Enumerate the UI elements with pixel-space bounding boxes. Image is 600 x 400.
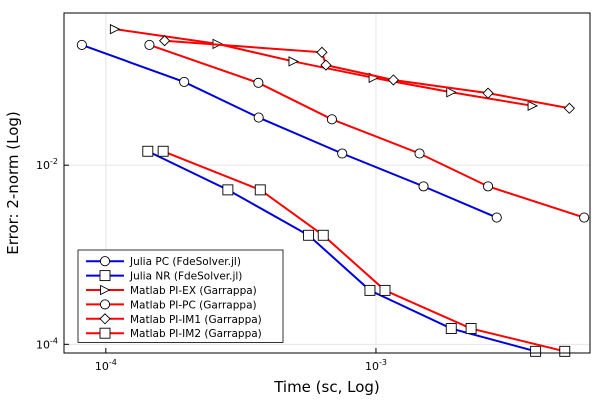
- data-point: [579, 212, 590, 223]
- data-point: [379, 284, 391, 296]
- legend-label: Matlab PI-EX (Garrappa): [130, 285, 257, 297]
- data-point: [253, 112, 264, 123]
- data-point: [446, 87, 457, 98]
- series-line: [81, 43, 498, 219]
- legend-box: [77, 249, 284, 343]
- data-point: [179, 76, 190, 87]
- series-1: [76, 39, 502, 223]
- legend-item: Julia NR (FdeSolver.jl): [86, 270, 242, 283]
- data-point: [253, 77, 264, 88]
- data-point: [317, 229, 329, 241]
- y-axis-title: Error: 2-norm (Log): [4, 111, 22, 255]
- data-point: [76, 39, 87, 50]
- data-point: [527, 100, 539, 112]
- data-point: [414, 148, 425, 159]
- series-2: [142, 145, 542, 357]
- data-point: [559, 345, 571, 357]
- legend-label: Julia NR (FdeSolver.jl): [129, 271, 242, 283]
- series-line: [164, 39, 570, 110]
- legend-item: Matlab PI-PC (Garrappa): [86, 299, 257, 311]
- data-point: [364, 284, 376, 296]
- data-point: [109, 23, 121, 35]
- y-tick-label: 10-4: [36, 336, 58, 351]
- x-axis-title: Time (sc, Log): [273, 378, 380, 396]
- data-point: [316, 46, 328, 58]
- series-6: [157, 145, 571, 357]
- legend-marker: [99, 256, 111, 267]
- data-point: [142, 145, 154, 157]
- series-line: [147, 150, 536, 353]
- data-point: [482, 87, 494, 99]
- legend-item: Matlab PI-EX (Garrappa): [86, 284, 257, 297]
- legend-label: Julia PC (FdeSolver.jl): [129, 256, 241, 268]
- x-tick-label: 10-3: [365, 358, 387, 373]
- data-point: [254, 184, 266, 196]
- data-point: [303, 229, 315, 241]
- data-point: [491, 212, 502, 223]
- legend-marker: [99, 313, 111, 325]
- data-point: [530, 345, 542, 357]
- data-point: [158, 35, 171, 47]
- series-5: [158, 35, 576, 114]
- data-point: [326, 114, 337, 125]
- data-point: [320, 59, 332, 71]
- data-point: [563, 102, 576, 114]
- legend-item: Matlab PI-IM2 (Garrappa): [86, 327, 262, 340]
- series-line: [149, 43, 585, 219]
- data-point: [387, 74, 400, 86]
- legend-marker: [100, 284, 111, 296]
- legend-marker: [99, 270, 111, 282]
- data-point: [337, 148, 348, 159]
- axis-ticks: 10-4 10-3 10-4 10-2: [36, 157, 387, 373]
- legend-item: Matlab PI-IM1 (Garrappa): [86, 313, 262, 326]
- data-point: [144, 39, 155, 50]
- series-4: [144, 39, 590, 223]
- legend-marker: [99, 327, 111, 339]
- legend-label: Matlab PI-IM2 (Garrappa): [130, 328, 262, 340]
- data-point: [445, 323, 457, 334]
- legend-marker: [99, 299, 111, 310]
- data-point: [157, 145, 169, 157]
- x-tick-label: 10-4: [95, 358, 117, 373]
- data-point: [483, 181, 494, 192]
- series-layer: [76, 23, 590, 357]
- legend-item: Julia PC (FdeSolver.jl): [86, 256, 241, 268]
- legend-label: Matlab PI-PC (Garrappa): [130, 299, 257, 311]
- plot-area-frame: [63, 12, 591, 354]
- data-point: [418, 181, 429, 192]
- legend-label: Matlab PI-IM1 (Garrappa): [130, 314, 262, 326]
- y-tick-label: 10-2: [36, 157, 58, 172]
- series-line: [162, 150, 566, 353]
- legend: Julia PC (FdeSolver.jl) Julia NR (FdeSolv…: [77, 249, 284, 343]
- data-point: [465, 323, 477, 334]
- data-point: [288, 56, 299, 67]
- series-line: [114, 28, 533, 107]
- data-point: [222, 184, 234, 196]
